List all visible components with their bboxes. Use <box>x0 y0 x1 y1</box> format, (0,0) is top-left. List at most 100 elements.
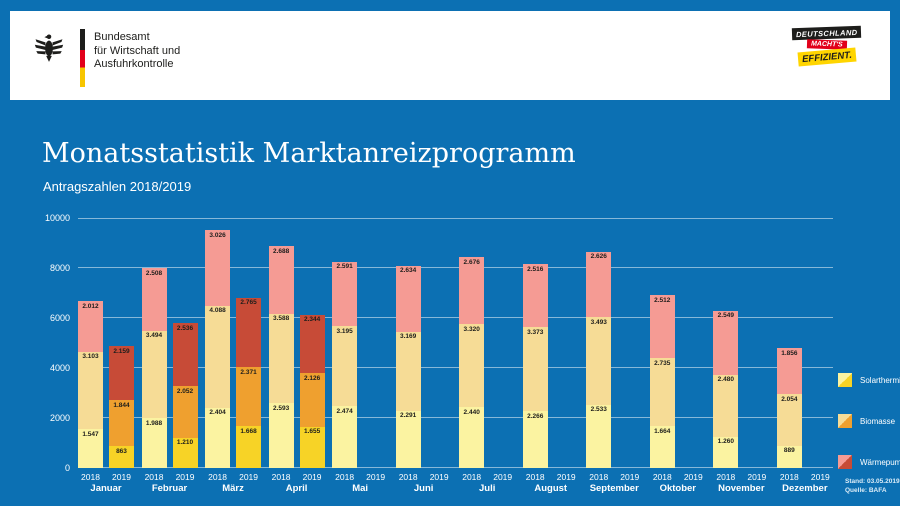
segment-value-label: 2.291 <box>400 412 417 420</box>
year-labels: 2018 2019 <box>78 472 134 482</box>
plot-area <box>78 218 833 468</box>
segment-value-label: 2.054 <box>781 395 798 403</box>
y-axis-tick-label: 8000 <box>49 263 70 273</box>
bars-pair: 1.856 2.054 889 <box>776 218 833 468</box>
bars-pair: 2.012 3.103 1.547 2.159 1.844 863 <box>78 218 134 468</box>
bar-segment-biomasse: 2.735 <box>649 358 675 427</box>
segment-value-label: 2.508 <box>145 269 163 277</box>
segment-value-label: 2.440 <box>463 408 480 416</box>
year-label: 2018 <box>525 472 545 482</box>
bar-segment-wärmepumpe: 2.159 <box>109 346 134 401</box>
gridline <box>78 417 833 418</box>
segment-value-label: 1.856 <box>781 349 798 357</box>
campaign-logo: DEUTSCHLAND MACHT'S EFFIZIENT. <box>788 25 866 67</box>
bar-segment-biomasse: 3.103 <box>78 351 103 430</box>
segment-value-label: 3.493 <box>590 318 607 326</box>
year-label: 2019 <box>302 472 322 482</box>
agency-line-1: Bundesamt <box>94 31 150 43</box>
segment-value-label: 2.404 <box>209 409 226 417</box>
segment-value-label: 2.371 <box>240 368 257 376</box>
gridline <box>78 367 833 368</box>
legend-label: Wärmepumpe <box>860 457 900 467</box>
bar-2019: 2.765 2.371 1.668 <box>236 297 262 468</box>
year-label: 2018 <box>716 472 736 482</box>
segment-value-label: 3.588 <box>272 315 290 322</box>
month-label: Mai <box>352 483 369 494</box>
year-labels: 2018 2019 <box>396 472 452 482</box>
bar-segment-biomasse: 4.088 <box>205 305 231 408</box>
flag-stripe <box>80 29 85 87</box>
biomasse-swatch-icon <box>838 414 852 428</box>
year-label: 2019 <box>620 472 640 482</box>
year-label: 2018 <box>81 472 100 482</box>
segment-value-label: 2.474 <box>336 407 353 415</box>
bars-pair: 2.591 3.195 2.474 <box>332 218 388 468</box>
bar-segment-solarthermie: 2.474 <box>332 406 358 468</box>
year-label: 2019 <box>493 472 513 482</box>
month-label: Oktober <box>659 483 696 494</box>
year-label: 2019 <box>556 472 576 482</box>
agency-line-2: für Wirtschaft und <box>94 44 181 57</box>
bar-segment-wärmepumpe: 2.508 <box>141 268 167 331</box>
bar-segment-solarthermie: 889 <box>776 445 802 468</box>
bar-segment-wärmepumpe: 2.344 <box>299 314 325 374</box>
bar-segment-solarthermie: 1.547 <box>78 429 103 468</box>
segment-value-label: 1.988 <box>145 419 163 427</box>
solarthermie-swatch-icon <box>838 373 852 387</box>
bar-2018: 2.688 3.588 2.593 <box>268 246 294 468</box>
bar-2018: 1.856 2.054 889 <box>776 348 802 468</box>
segment-value-label: 2.126 <box>303 374 321 382</box>
month-group: 2.508 3.494 1.988 2.536 2.052 1.210 2018 2019 Fe… <box>141 218 198 494</box>
segment-value-label: 2.676 <box>463 258 480 266</box>
bar-segment-wärmepumpe: 2.765 <box>236 297 262 368</box>
bar-segment-solarthermie: 1.210 <box>172 437 198 468</box>
month-label: Dezember <box>782 483 828 494</box>
header-bar: Bundesamt für Wirtschaft und Ausfuhrkont… <box>10 11 890 100</box>
month-group: 2.591 3.195 2.474 2018 2019 Mai <box>332 218 388 494</box>
source: Quelle: BAFA <box>845 487 887 494</box>
bar-segment-biomasse: 2.480 <box>713 374 739 437</box>
bar-segment-solarthermie: 1.988 <box>141 418 167 468</box>
bar-segment-solarthermie: 2.291 <box>395 410 421 468</box>
campaign-line-effizient: EFFIZIENT. <box>797 47 857 67</box>
year-labels: 2018 2019 <box>777 472 833 482</box>
year-label: 2018 <box>652 472 672 482</box>
bar-2018: 2.634 3.169 2.291 <box>395 265 421 468</box>
bar-2018: 2.012 3.103 1.547 <box>78 301 103 468</box>
year-labels: 2018 2019 <box>142 472 198 482</box>
chart-legend: Solarthermie Biomasse Wärmepumpe <box>838 373 900 469</box>
month-label: April <box>285 483 308 494</box>
bar-segment-wärmepumpe: 2.549 <box>713 310 739 375</box>
y-axis-tick-label: 2000 <box>49 413 70 423</box>
bar-segment-biomasse: 2.052 <box>172 386 198 438</box>
segment-value-label: 2.634 <box>400 267 417 275</box>
segment-value-label: 3.169 <box>400 333 417 341</box>
month-group: 2.626 3.493 2.533 2018 2019 September <box>586 218 642 494</box>
bars-pair: 2.549 2.480 1.260 <box>713 218 769 468</box>
segment-value-label: 2.688 <box>272 247 290 255</box>
legend-label: Solarthermie <box>860 375 900 385</box>
segment-value-label: 3.026 <box>209 231 226 239</box>
bar-segment-solarthermie: 2.533 <box>586 404 612 468</box>
bar-segment-wärmepumpe: 2.516 <box>522 264 548 328</box>
segment-value-label: 1.668 <box>240 427 257 435</box>
segment-value-label: 1.844 <box>113 401 130 409</box>
segment-value-label: 3.373 <box>527 328 544 336</box>
month-label: August <box>534 483 568 494</box>
month-group: 3.026 4.088 2.404 2.765 2.371 1.668 2018 2019 Mä… <box>205 218 262 494</box>
federal-eagle-icon <box>34 34 64 62</box>
segment-value-label: 2.266 <box>527 412 544 420</box>
bar-segment-wärmepumpe: 2.512 <box>649 295 675 359</box>
bar-segment-solarthermie: 1.664 <box>649 426 675 468</box>
segment-value-label: 2.512 <box>654 296 671 304</box>
segment-value-label: 2.549 <box>717 312 734 320</box>
segment-value-label: 863 <box>116 447 127 455</box>
bar-segment-solarthermie: 2.404 <box>205 407 231 468</box>
year-label: 2019 <box>175 472 195 482</box>
bars-pair: 2.516 3.373 2.266 <box>522 218 579 468</box>
segment-value-label: 2.591 <box>336 263 353 271</box>
legend-item-biomasse: Biomasse <box>838 414 900 428</box>
month-label: September <box>589 483 639 494</box>
bafa-logo: Bundesamt für Wirtschaft und Ausfuhrkont… <box>32 29 180 87</box>
